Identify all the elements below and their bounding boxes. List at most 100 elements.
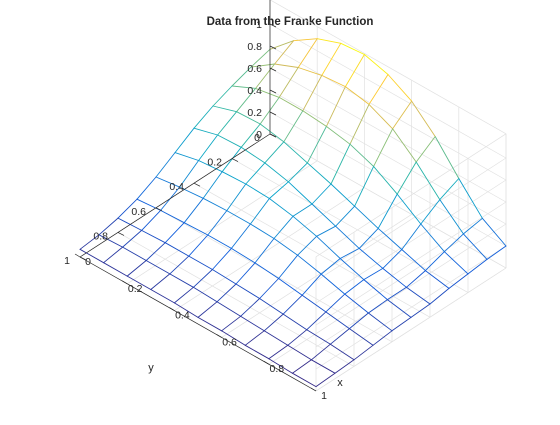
mesh-edge-160 — [244, 344, 270, 360]
mesh-edge-218 — [79, 234, 100, 250]
mesh-edge-153 — [217, 134, 242, 148]
mesh-edge-32 — [382, 267, 407, 288]
grid-line-floor-x-3 — [221, 214, 412, 338]
y-tick-4 — [117, 232, 125, 236]
mesh-edge-9 — [443, 233, 464, 253]
mesh-edge-78 — [311, 183, 332, 205]
mesh-edge-28 — [396, 161, 417, 195]
mesh-edge-167 — [198, 160, 223, 173]
mesh-edge-132 — [268, 344, 289, 360]
mesh-edge-128 — [287, 329, 308, 346]
mesh-edge-87 — [320, 258, 341, 275]
mesh-edge-120 — [250, 48, 271, 68]
mesh-edge-172 — [221, 315, 242, 332]
mesh-edge-67 — [348, 328, 374, 346]
mesh-edge-59 — [316, 38, 342, 44]
mesh-edge-211 — [126, 260, 147, 277]
mesh-edge-22 — [401, 223, 422, 250]
mesh-edge-135 — [240, 123, 261, 148]
grid-line-zy-3 — [315, 201, 507, 326]
mesh-edge-104 — [287, 181, 313, 205]
mesh-edge-97 — [274, 63, 299, 68]
y-axis-label: y — [148, 362, 154, 374]
mesh-edge-62 — [325, 125, 351, 145]
y-tick-3 — [155, 207, 163, 212]
mesh-edge-60 — [321, 42, 342, 76]
mesh-edge-26 — [392, 100, 413, 130]
mesh-edge-119 — [268, 198, 294, 217]
mesh-edge-198 — [169, 273, 194, 288]
mesh-edge-183 — [174, 127, 195, 154]
mesh-edge-106 — [297, 235, 318, 256]
mesh-edge-81 — [329, 328, 350, 345]
mesh-edge-210 — [122, 246, 147, 261]
mesh-edge-35 — [377, 227, 403, 250]
mesh-edge-216 — [103, 262, 128, 277]
z-tick-label-5: 1 — [256, 19, 262, 31]
mesh-edge-204 — [141, 229, 166, 244]
mesh-edge-45 — [349, 143, 375, 167]
mesh-edge-114 — [255, 87, 280, 98]
mesh-edge-76 — [306, 125, 327, 164]
mesh-edge-37 — [373, 128, 394, 167]
mesh-edge-38 — [377, 193, 398, 229]
mesh-edge-86 — [316, 235, 341, 259]
z-tick-label-3: 0.6 — [247, 63, 262, 75]
mesh-edge-199 — [173, 302, 199, 318]
mesh-edge-33 — [363, 54, 389, 75]
mesh-edge-73 — [325, 311, 350, 330]
mesh-edge-64 — [335, 205, 356, 227]
mesh-edge-40 — [391, 316, 412, 332]
mesh-edge-151 — [212, 85, 233, 107]
x-tick-label-0: 0 — [85, 256, 91, 268]
mesh-edge-175 — [211, 269, 237, 285]
mesh-edge-138 — [231, 66, 252, 87]
grid-line-floor-x-5 — [315, 267, 507, 392]
mesh-edge-24 — [405, 270, 426, 288]
mesh-edge-107 — [297, 254, 322, 275]
mesh-edge-16 — [429, 287, 450, 305]
mesh-edge-5 — [467, 258, 488, 275]
grid-line-zx-1 — [269, 111, 507, 247]
x-tick-label-1: 0.2 — [128, 283, 143, 295]
mesh-edge-217 — [98, 217, 119, 236]
mesh-edge-145 — [263, 330, 289, 346]
x-tick-0 — [74, 253, 81, 258]
mesh-edge-34 — [368, 74, 389, 105]
mesh-edge-150 — [217, 111, 238, 136]
mesh-edge-10 — [443, 251, 469, 275]
mesh-edge-136 — [249, 223, 275, 239]
mesh-edge-140 — [240, 146, 266, 164]
mesh-edge-139 — [231, 85, 257, 89]
mesh-edge-17 — [411, 100, 436, 137]
mesh-edge-53 — [367, 299, 388, 314]
mesh-edge-56 — [344, 293, 369, 314]
mesh-edge-118 — [268, 181, 289, 199]
grid-line-floor-x-2 — [174, 187, 365, 311]
mesh-edge-39 — [386, 299, 412, 318]
grid-line-zx-2 — [269, 89, 507, 225]
mesh-edge-52 — [358, 247, 384, 269]
z-tick-label-2: 0.4 — [247, 85, 262, 97]
mesh-edge-57 — [348, 312, 369, 330]
mesh-edge-158 — [235, 283, 261, 299]
mesh-edge-14 — [420, 199, 441, 225]
mesh-edge-46 — [363, 267, 384, 281]
mesh-edge-122 — [255, 63, 276, 89]
mesh-edge-194 — [155, 152, 176, 178]
mesh-edge-61 — [325, 86, 346, 127]
mesh-edge-50 — [354, 165, 375, 207]
mesh-edge-0 — [481, 217, 507, 247]
mesh-edge-102 — [283, 110, 304, 143]
mesh-edge-219 — [79, 248, 105, 264]
grid-line-zx-4 — [269, 45, 507, 181]
mesh-edge-179 — [179, 186, 204, 199]
mesh-edge-75 — [297, 38, 318, 68]
mesh-edge-178 — [183, 197, 204, 224]
mesh-edge-186 — [192, 286, 218, 303]
x-tick-label-3: 0.6 — [222, 336, 237, 348]
mesh-edge-142 — [245, 183, 270, 199]
mesh-edge-131 — [254, 262, 280, 279]
mesh-edge-116 — [259, 123, 285, 143]
